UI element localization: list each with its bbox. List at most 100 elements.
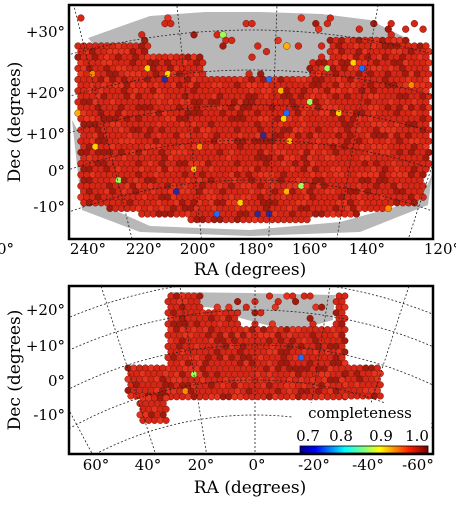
survey-tile <box>422 165 430 173</box>
survey-tile <box>402 25 410 33</box>
colorbar-label: completeness <box>308 404 412 422</box>
bottom-xaxis-label: RA (degrees) <box>194 478 307 498</box>
survey-tile <box>419 182 427 190</box>
survey-tile <box>257 309 265 317</box>
survey-tile <box>303 216 311 224</box>
top-tile-layer <box>74 14 433 224</box>
top-masked-region <box>88 12 410 84</box>
bottom-ytick-label: 0° <box>48 372 65 390</box>
survey-tile <box>422 132 430 140</box>
survey-tile <box>228 36 236 45</box>
survey-tile <box>370 20 378 28</box>
top-xtick-label: 200° <box>180 240 216 258</box>
survey-tile <box>77 14 85 22</box>
survey-tile <box>422 98 430 106</box>
survey-tile <box>422 42 430 50</box>
survey-tile <box>167 20 175 28</box>
survey-tile <box>248 53 256 61</box>
survey-tile <box>422 53 430 61</box>
bottom-xtick-label: -60° <box>402 456 434 474</box>
survey-tile <box>257 70 265 78</box>
top-ytick-label: -10° <box>33 198 65 216</box>
top-ytick-label: +10° <box>26 125 65 143</box>
bottom-xtick-label: 0° <box>248 456 265 474</box>
survey-tile <box>245 70 253 78</box>
bottom-xtick-label: 20° <box>188 456 215 474</box>
survey-tile <box>416 188 424 196</box>
survey-tile <box>416 176 424 185</box>
survey-tile <box>164 14 172 22</box>
survey-tile <box>402 36 410 45</box>
survey-tile <box>219 31 227 39</box>
top-xaxis-label: RA (degrees) <box>194 260 307 280</box>
survey-tile <box>376 392 384 400</box>
colorbar-gradient <box>299 445 429 454</box>
survey-tile <box>387 31 395 39</box>
survey-tile <box>419 193 427 201</box>
survey-tile <box>242 303 250 311</box>
top-xtick-label: 120° <box>424 240 456 258</box>
survey-tile <box>384 25 392 33</box>
survey-tile <box>323 20 332 28</box>
top-xtick-label: 180° <box>238 240 274 258</box>
bottom-ytick-label: +20° <box>26 301 65 319</box>
survey-tile <box>297 14 305 22</box>
colorbar-tick: 0.7 <box>296 427 320 445</box>
survey-tile <box>422 120 430 129</box>
top-xtick-label: 160° <box>292 240 328 258</box>
survey-tile <box>294 42 303 50</box>
survey-tile <box>138 31 146 39</box>
top-xtick-label: 220° <box>126 240 162 258</box>
bottom-xtick-label: -20° <box>298 456 330 474</box>
survey-tile <box>422 143 430 151</box>
survey-tile <box>410 199 419 207</box>
survey-tile <box>422 75 430 84</box>
bottom-yaxis-label: Dec (degrees) <box>5 310 25 431</box>
bottom-ytick-label: -10° <box>33 406 65 424</box>
survey-tile <box>384 204 392 213</box>
survey-tile <box>419 25 427 33</box>
survey-tile <box>274 36 282 45</box>
survey-tile <box>292 298 300 306</box>
survey-tile <box>419 171 427 179</box>
survey-tile <box>422 109 430 117</box>
survey-tile <box>306 292 314 300</box>
top-xtick-label: 140° <box>349 240 385 258</box>
survey-tile <box>283 42 291 50</box>
bottom-xtick-label: 60° <box>83 456 110 474</box>
bottom-ytick-label: +10° <box>26 337 65 355</box>
survey-tile <box>271 303 279 311</box>
survey-tile <box>196 53 204 61</box>
top-ytick-label: +30° <box>26 23 65 41</box>
survey-tile <box>248 20 256 28</box>
survey-tile <box>422 64 430 73</box>
survey-tile <box>196 64 204 73</box>
ra-gridline <box>440 350 456 505</box>
colorbar-tick: 1.0 <box>405 427 429 445</box>
survey-tile <box>254 42 262 50</box>
survey-tile <box>312 20 320 28</box>
survey-tile <box>422 154 430 162</box>
bottom-xtick-label: -40° <box>352 456 384 474</box>
top-ytick-label: +20° <box>26 84 65 102</box>
survey-tile <box>410 20 419 28</box>
colorbar-tick: 0.8 <box>329 427 353 445</box>
survey-tile <box>144 42 152 50</box>
survey-tile <box>190 31 198 39</box>
colorbar-tick: 0.9 <box>369 427 393 445</box>
top-xtick-label: 0° <box>0 240 14 258</box>
top-yaxis-label: Dec (degrees) <box>5 62 25 183</box>
survey-tile <box>199 70 207 78</box>
survey-tile <box>219 42 227 50</box>
survey-tile <box>318 42 326 50</box>
bottom-xtick-label: 40° <box>135 456 162 474</box>
survey-tile <box>266 292 274 300</box>
top-xtick-label: 240° <box>70 240 106 258</box>
survey-tile <box>262 47 271 56</box>
top-ytick-label: 0° <box>48 162 65 180</box>
survey-tile <box>387 20 395 28</box>
survey-tile <box>318 303 326 311</box>
survey-tile <box>355 25 363 33</box>
